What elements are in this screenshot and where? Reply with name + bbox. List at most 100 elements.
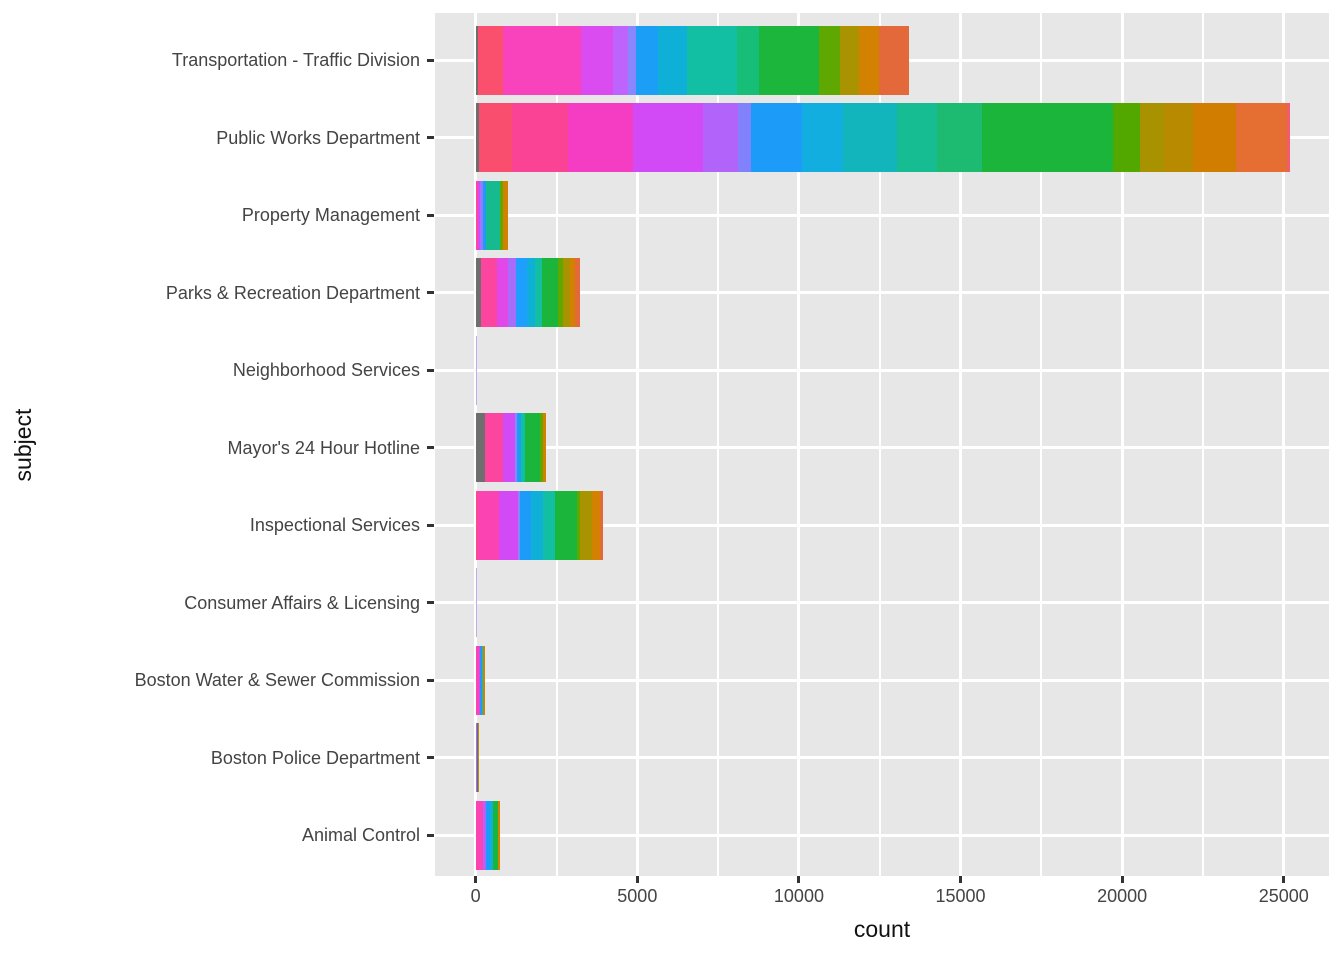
- bar-segment: [1235, 103, 1287, 172]
- bar-segment: [567, 103, 633, 172]
- bar-segment: [579, 490, 592, 560]
- bar-segment: [702, 103, 738, 172]
- major-gridline-vertical: [1120, 13, 1124, 876]
- major-gridline-horizontal: [435, 523, 1329, 527]
- bar-segment: [840, 25, 859, 95]
- bar-segment: [478, 180, 481, 250]
- y-axis-tick: [427, 678, 434, 682]
- plot-panel: [435, 13, 1329, 876]
- major-gridline-vertical: [797, 13, 801, 876]
- bar-segment: [497, 800, 501, 870]
- y-axis-tick: [427, 446, 434, 449]
- bar-segment: [580, 25, 613, 95]
- category-label: Parks & Recreation Department: [165, 282, 420, 303]
- x-tick-label: 0: [470, 886, 481, 906]
- x-axis-tick: [474, 876, 478, 883]
- bar-segment: [686, 25, 737, 95]
- bar-segment: [484, 413, 503, 482]
- bar-segment: [936, 103, 982, 172]
- bar-segment: [801, 103, 844, 172]
- bar-segment: [627, 25, 636, 95]
- bar-segment: [526, 258, 536, 327]
- bar-segment: [479, 645, 482, 715]
- y-axis-tick: [427, 833, 434, 837]
- major-gridline-horizontal: [435, 368, 1329, 372]
- bar-segment: [475, 490, 477, 560]
- major-gridline-vertical: [1282, 13, 1286, 876]
- bar-segment: [531, 490, 543, 560]
- bar-segment: [481, 645, 483, 715]
- category-label: Property Management: [241, 205, 420, 225]
- bar-segment: [524, 413, 540, 482]
- bar-segment: [516, 413, 522, 482]
- x-axis-tick: [959, 876, 963, 883]
- bar-segment: [482, 800, 486, 870]
- bar-segment: [475, 335, 477, 405]
- bar-segment: [475, 723, 478, 792]
- category-label: Animal Control: [301, 825, 420, 845]
- bar-segment: [520, 490, 532, 560]
- bar-segment: [499, 490, 518, 560]
- bar-segment: [516, 258, 527, 327]
- bar-segment: [542, 413, 547, 482]
- category-label: Neighborhood Services: [232, 360, 420, 380]
- y-axis-tick: [427, 523, 434, 527]
- bar-segment: [1192, 103, 1236, 172]
- category-label: Transportation - Traffic Division: [171, 50, 420, 70]
- minor-gridline-vertical: [878, 13, 881, 876]
- category-label: Consumer Affairs & Licensing: [184, 592, 420, 613]
- stacked-bar: [475, 413, 547, 482]
- bar-segment: [480, 258, 497, 327]
- bar-segment: [658, 25, 687, 95]
- bar-segment: [554, 490, 577, 560]
- bar-segment: [1140, 103, 1164, 172]
- stacked-bar: [475, 490, 603, 560]
- bar-segment: [981, 103, 1114, 172]
- stacked-bar: [475, 335, 477, 405]
- x-axis-tick: [1120, 876, 1124, 883]
- y-axis-tick: [427, 58, 434, 62]
- category-label: Inspectional Services: [249, 515, 420, 535]
- bar-segment: [751, 103, 802, 172]
- category-label: Boston Police Department: [210, 747, 420, 768]
- bar-segment: [1163, 103, 1193, 172]
- y-axis-tick: [427, 136, 434, 139]
- bar-segment: [477, 723, 478, 792]
- bar-segment: [635, 25, 659, 95]
- stacked-bar: [475, 103, 1291, 172]
- bar-segment: [476, 490, 500, 560]
- bar-segment: [475, 258, 481, 327]
- y-axis-title: subject: [10, 408, 36, 481]
- bar-segment: [500, 180, 503, 250]
- major-gridline-horizontal: [435, 446, 1329, 449]
- y-axis-tick: [427, 213, 434, 217]
- bar-segment: [878, 25, 909, 95]
- bar-segment: [508, 258, 517, 327]
- bar-segment: [482, 645, 485, 715]
- bar-segment: [486, 800, 491, 870]
- bar-segment: [591, 490, 601, 560]
- x-tick-label: 20000: [1097, 886, 1148, 906]
- stacked-bar: [475, 645, 485, 715]
- bar-segment: [514, 413, 517, 482]
- bar-segment: [517, 490, 521, 560]
- major-gridline-horizontal: [435, 213, 1329, 217]
- bar-segment: [475, 645, 479, 715]
- bar-segment: [542, 490, 555, 560]
- bar-segment: [575, 258, 581, 327]
- major-gridline-horizontal: [435, 756, 1329, 759]
- bar-segment: [1113, 103, 1141, 172]
- bar-segment: [475, 800, 483, 870]
- bar-segment: [542, 258, 559, 327]
- x-axis-title: count: [853, 916, 911, 942]
- bar-segment: [521, 413, 525, 482]
- stacked-bar: [475, 180, 508, 250]
- x-tick-label: 15000: [935, 886, 986, 906]
- bar-segment: [477, 723, 480, 792]
- bar-segment: [570, 258, 576, 327]
- minor-gridline-vertical: [717, 13, 720, 876]
- bar-segment: [612, 25, 628, 95]
- bar-segment: [632, 103, 703, 172]
- major-gridline-horizontal: [435, 291, 1329, 294]
- bar-segment: [475, 25, 478, 95]
